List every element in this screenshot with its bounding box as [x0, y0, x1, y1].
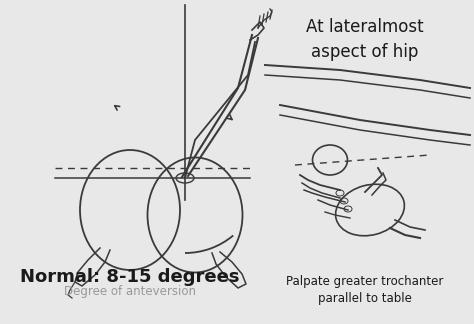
Text: At lateralmost
aspect of hip: At lateralmost aspect of hip	[306, 18, 424, 61]
Text: Palpate greater trochanter
parallel to table: Palpate greater trochanter parallel to t…	[286, 275, 444, 305]
Text: Degree of anteversion: Degree of anteversion	[64, 285, 196, 298]
Text: Normal: 8-15 degrees: Normal: 8-15 degrees	[20, 268, 240, 286]
